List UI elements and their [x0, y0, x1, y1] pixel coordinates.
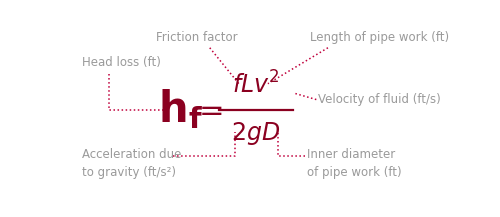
Text: $=$: $=$ — [192, 95, 223, 124]
Text: Inner diameter
of pipe work (ft): Inner diameter of pipe work (ft) — [306, 148, 401, 179]
Text: Acceleration due
to gravity (ft/s²): Acceleration due to gravity (ft/s²) — [82, 148, 181, 179]
Text: Head loss (ft): Head loss (ft) — [82, 56, 161, 69]
Text: $fLv^2$: $fLv^2$ — [232, 72, 279, 99]
Text: Velocity of fluid (ft/s): Velocity of fluid (ft/s) — [318, 93, 441, 106]
Text: Length of pipe work (ft): Length of pipe work (ft) — [310, 31, 450, 44]
Text: $\mathbf{h_f}$: $\mathbf{h_f}$ — [158, 88, 203, 132]
Text: $2gD$: $2gD$ — [231, 120, 280, 147]
Text: Friction factor: Friction factor — [156, 31, 237, 44]
